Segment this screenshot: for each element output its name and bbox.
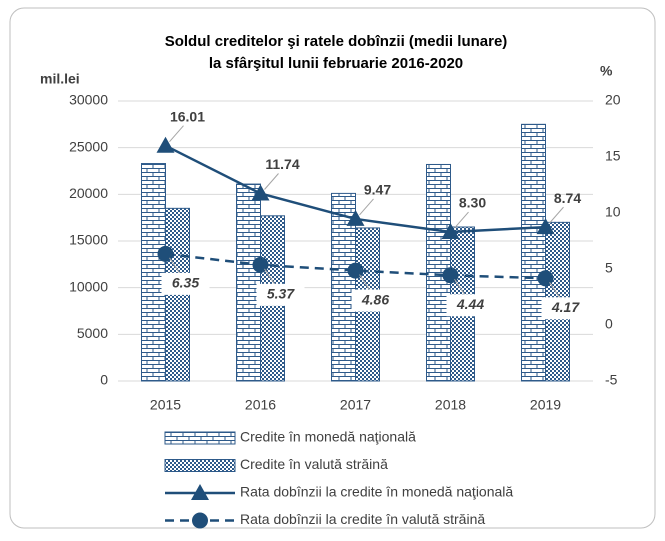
legend-swatch bbox=[164, 459, 236, 472]
y2-tick-label: 10 bbox=[605, 204, 621, 220]
y-tick-label: 10000 bbox=[69, 278, 108, 294]
y-axis-label: mil.lei bbox=[40, 71, 80, 87]
y2-tick-label: 0 bbox=[605, 316, 613, 332]
data-label: 8.30 bbox=[459, 195, 486, 211]
leader-line bbox=[169, 125, 184, 143]
y2-axis-label: % bbox=[600, 63, 613, 79]
leader-line bbox=[359, 198, 374, 216]
y2-tick-label: 5 bbox=[605, 260, 613, 276]
data-label: 16.01 bbox=[170, 108, 205, 124]
label-box bbox=[351, 289, 400, 312]
bar bbox=[236, 183, 261, 382]
chart-title: la sfârşitul lunii februarie 2016-2020 bbox=[209, 55, 463, 72]
y-tick-label: 15000 bbox=[69, 232, 108, 248]
y-tick-label: 0 bbox=[100, 372, 108, 388]
line-marker bbox=[191, 484, 209, 500]
data-label: 4.17 bbox=[551, 299, 580, 315]
legend-label: Rata dobînzii la credite în monedă naţio… bbox=[240, 484, 513, 500]
line-marker bbox=[192, 512, 208, 529]
data-label: 4.44 bbox=[456, 296, 484, 312]
leader-line bbox=[454, 211, 469, 229]
leader-line bbox=[264, 173, 279, 190]
y2-tick-label: 20 bbox=[605, 92, 621, 108]
y-tick-label: 5000 bbox=[77, 325, 108, 341]
legend-swatch bbox=[164, 431, 236, 445]
x-tick-label: 2017 bbox=[340, 397, 371, 413]
y-tick-label: 30000 bbox=[69, 92, 108, 108]
line bbox=[165, 252, 546, 280]
leader-line bbox=[549, 206, 564, 224]
legend-label: Credite în valută străină bbox=[240, 456, 388, 472]
data-label: 11.74 bbox=[265, 156, 299, 172]
y-tick-label: 20000 bbox=[69, 185, 108, 201]
y2-tick-label: 15 bbox=[605, 148, 621, 164]
label-box bbox=[541, 297, 590, 320]
bar bbox=[521, 123, 546, 382]
data-label: 6.35 bbox=[172, 275, 199, 291]
line-marker bbox=[346, 209, 365, 226]
line-marker bbox=[536, 218, 555, 235]
x-tick-label: 2015 bbox=[150, 397, 181, 413]
legend-label: Rata dobînzii la credite în valută străi… bbox=[240, 511, 485, 527]
bar bbox=[141, 163, 166, 382]
label-box bbox=[161, 272, 210, 295]
line-marker bbox=[251, 184, 270, 201]
label-box bbox=[446, 294, 495, 317]
data-label: 4.86 bbox=[361, 291, 389, 307]
label-box bbox=[256, 283, 305, 306]
x-tick-label: 2018 bbox=[435, 397, 466, 413]
line-marker bbox=[441, 223, 460, 240]
y-tick-label: 25000 bbox=[69, 138, 108, 154]
data-label: 8.74 bbox=[554, 190, 581, 206]
x-tick-label: 2019 bbox=[530, 397, 561, 413]
data-label: 9.47 bbox=[364, 182, 391, 198]
data-label: 5.37 bbox=[267, 286, 295, 302]
chart-title: Soldul creditelor şi ratele dobînzii (me… bbox=[165, 33, 508, 50]
line-marker bbox=[156, 136, 175, 153]
x-tick-label: 2016 bbox=[245, 397, 276, 413]
legend-label: Credite în monedă naţională bbox=[240, 429, 416, 445]
y2-tick-label: -5 bbox=[605, 372, 618, 388]
